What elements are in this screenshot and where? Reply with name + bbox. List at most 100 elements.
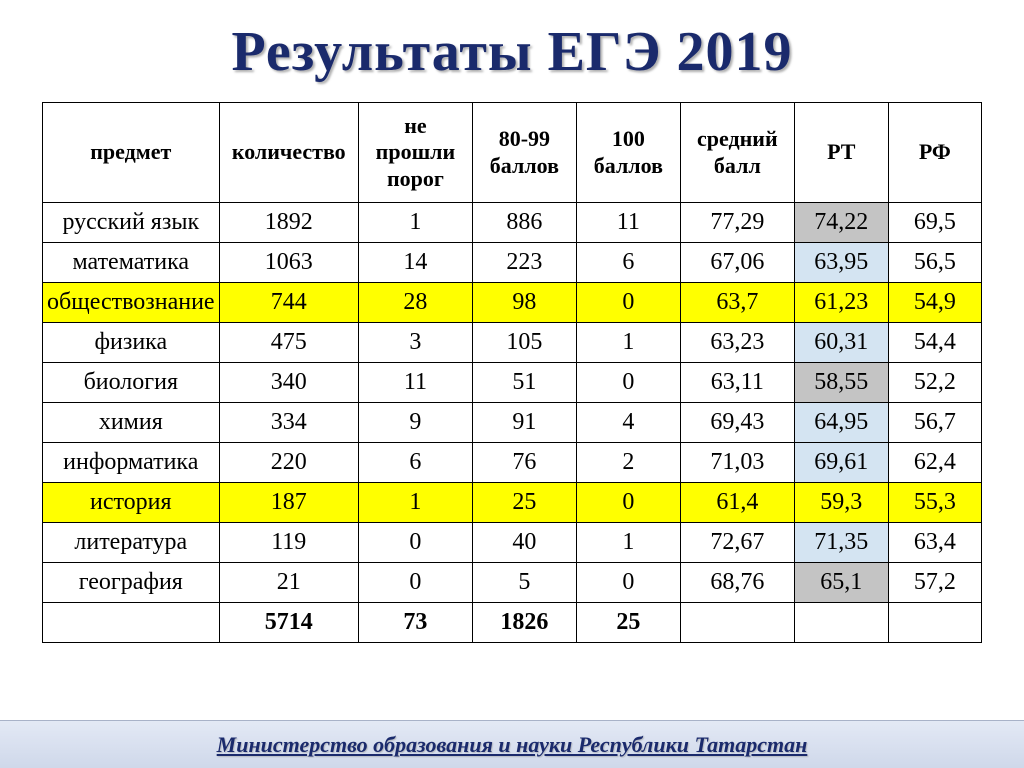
table-row: русский язык189218861177,2974,2269,5 — [43, 203, 982, 243]
cell-rf: 54,9 — [888, 283, 981, 323]
cell-count: 21 — [219, 563, 358, 603]
cell-r100: 0 — [576, 483, 680, 523]
col-count: количество — [219, 103, 358, 203]
cell-fail: 11 — [358, 363, 472, 403]
cell-rt: 61,23 — [794, 283, 888, 323]
cell-rf: 55,3 — [888, 483, 981, 523]
cell-r100: 1 — [576, 323, 680, 363]
cell-fail: 6 — [358, 443, 472, 483]
footer-text: Министерство образования и науки Республ… — [217, 732, 808, 758]
table-row: физика4753105163,2360,3154,4 — [43, 323, 982, 363]
cell-r8099: 40 — [472, 523, 576, 563]
cell-r8099: 886 — [472, 203, 576, 243]
cell-avg: 63,11 — [680, 363, 794, 403]
cell-count: 475 — [219, 323, 358, 363]
total-avg — [680, 603, 794, 643]
col-8099: 80-99 баллов — [472, 103, 576, 203]
cell-avg: 71,03 — [680, 443, 794, 483]
cell-subject: химия — [43, 403, 220, 443]
col-100: 100 баллов — [576, 103, 680, 203]
cell-rf: 69,5 — [888, 203, 981, 243]
cell-r100: 0 — [576, 363, 680, 403]
cell-subject: русский язык — [43, 203, 220, 243]
cell-avg: 68,76 — [680, 563, 794, 603]
table-header-row: предмет количество не прошли порог 80-99… — [43, 103, 982, 203]
total-rt — [794, 603, 888, 643]
col-avg: средний балл — [680, 103, 794, 203]
cell-avg: 61,4 — [680, 483, 794, 523]
cell-r8099: 51 — [472, 363, 576, 403]
total-r8099: 1826 — [472, 603, 576, 643]
cell-count: 340 — [219, 363, 358, 403]
cell-count: 1063 — [219, 243, 358, 283]
cell-avg: 77,29 — [680, 203, 794, 243]
cell-r100: 0 — [576, 563, 680, 603]
cell-fail: 1 — [358, 203, 472, 243]
col-fail: не прошли порог — [358, 103, 472, 203]
col-rt: РТ — [794, 103, 888, 203]
page-title: Результаты ЕГЭ 2019 — [231, 20, 792, 84]
cell-subject: обществознание — [43, 283, 220, 323]
cell-fail: 28 — [358, 283, 472, 323]
cell-count: 1892 — [219, 203, 358, 243]
cell-rf: 63,4 — [888, 523, 981, 563]
cell-subject: география — [43, 563, 220, 603]
total-fail: 73 — [358, 603, 472, 643]
cell-count: 187 — [219, 483, 358, 523]
table-body: русский язык189218861177,2974,2269,5мате… — [43, 203, 982, 643]
cell-subject: история — [43, 483, 220, 523]
cell-rt: 69,61 — [794, 443, 888, 483]
cell-rf: 54,4 — [888, 323, 981, 363]
cell-fail: 14 — [358, 243, 472, 283]
table-row: информатика220676271,0369,6162,4 — [43, 443, 982, 483]
cell-count: 334 — [219, 403, 358, 443]
cell-r8099: 25 — [472, 483, 576, 523]
table-row: история187125061,459,355,3 — [43, 483, 982, 523]
footer-bar: Министерство образования и науки Республ… — [0, 720, 1024, 768]
cell-r100: 1 — [576, 523, 680, 563]
table-row: география2105068,7665,157,2 — [43, 563, 982, 603]
cell-avg: 67,06 — [680, 243, 794, 283]
col-subject: предмет — [43, 103, 220, 203]
table-row: биология3401151063,1158,5552,2 — [43, 363, 982, 403]
cell-fail: 0 — [358, 523, 472, 563]
cell-r8099: 105 — [472, 323, 576, 363]
cell-rf: 57,2 — [888, 563, 981, 603]
cell-count: 119 — [219, 523, 358, 563]
cell-rf: 62,4 — [888, 443, 981, 483]
cell-rf: 52,2 — [888, 363, 981, 403]
cell-rf: 56,7 — [888, 403, 981, 443]
total-rf — [888, 603, 981, 643]
cell-rt: 59,3 — [794, 483, 888, 523]
total-count: 5714 — [219, 603, 358, 643]
cell-avg: 72,67 — [680, 523, 794, 563]
table-row: химия334991469,4364,9556,7 — [43, 403, 982, 443]
results-table: предмет количество не прошли порог 80-99… — [42, 102, 982, 643]
table-totals-row: 571473182625 — [43, 603, 982, 643]
cell-r100: 4 — [576, 403, 680, 443]
table-row: математика106314223667,0663,9556,5 — [43, 243, 982, 283]
cell-r8099: 223 — [472, 243, 576, 283]
cell-subject: биология — [43, 363, 220, 403]
total-subject — [43, 603, 220, 643]
cell-r100: 2 — [576, 443, 680, 483]
cell-r8099: 76 — [472, 443, 576, 483]
cell-r8099: 98 — [472, 283, 576, 323]
cell-rt: 71,35 — [794, 523, 888, 563]
cell-r100: 6 — [576, 243, 680, 283]
cell-rt: 63,95 — [794, 243, 888, 283]
cell-subject: математика — [43, 243, 220, 283]
cell-rt: 74,22 — [794, 203, 888, 243]
cell-r100: 11 — [576, 203, 680, 243]
cell-subject: литература — [43, 523, 220, 563]
cell-avg: 63,7 — [680, 283, 794, 323]
slide: Результаты ЕГЭ 2019 предмет количество н… — [0, 0, 1024, 768]
cell-avg: 63,23 — [680, 323, 794, 363]
cell-subject: физика — [43, 323, 220, 363]
cell-fail: 1 — [358, 483, 472, 523]
cell-count: 220 — [219, 443, 358, 483]
cell-rt: 58,55 — [794, 363, 888, 403]
cell-rt: 60,31 — [794, 323, 888, 363]
cell-count: 744 — [219, 283, 358, 323]
col-rf: РФ — [888, 103, 981, 203]
